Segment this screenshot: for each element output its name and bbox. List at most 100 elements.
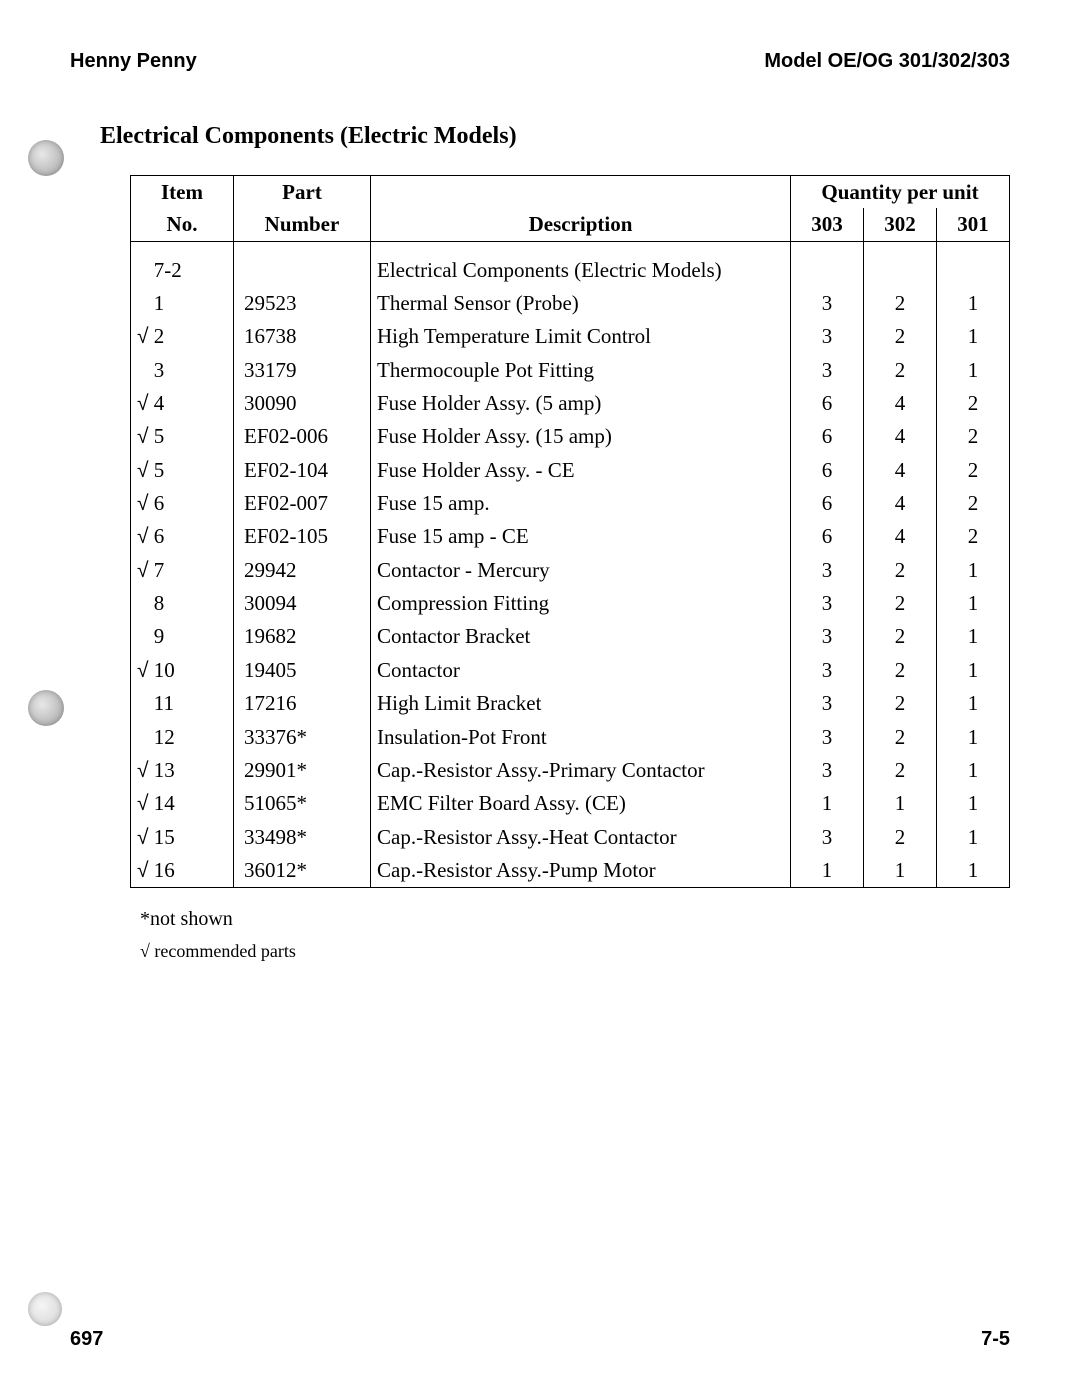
cell-qty-303: 3 bbox=[791, 654, 864, 687]
cell-description: Cap.-Resistor Assy.-Heat Contactor bbox=[371, 821, 791, 854]
cell-description: Insulation-Pot Front bbox=[371, 721, 791, 754]
col-header-303: 303 bbox=[791, 208, 864, 241]
cell-item-no: √ 9 bbox=[131, 620, 234, 653]
hole-punch-mark bbox=[28, 690, 64, 726]
cell-description: Cap.-Resistor Assy.-Pump Motor bbox=[371, 854, 791, 888]
cell-description: Thermal Sensor (Probe) bbox=[371, 287, 791, 320]
cell-item-no: √ 8 bbox=[131, 587, 234, 620]
cell-part-number: EF02-105 bbox=[234, 520, 371, 553]
cell-part-number bbox=[234, 254, 371, 287]
table-row: √ 216738High Temperature Limit Control32… bbox=[131, 320, 1010, 353]
cell-qty-302: 4 bbox=[864, 387, 937, 420]
cell-description: High Temperature Limit Control bbox=[371, 320, 791, 353]
cell-qty-301: 2 bbox=[937, 520, 1010, 553]
cell-part-number: 36012* bbox=[234, 854, 371, 888]
cell-qty-302: 4 bbox=[864, 454, 937, 487]
cell-qty-303: 3 bbox=[791, 821, 864, 854]
cell-qty-303: 6 bbox=[791, 487, 864, 520]
hole-punch-mark bbox=[28, 140, 64, 176]
cell-item-no: √ 2 bbox=[131, 320, 234, 353]
cell-qty-303: 3 bbox=[791, 687, 864, 720]
cell-item-no: √ 6 bbox=[131, 487, 234, 520]
cell-part-number: 29942 bbox=[234, 554, 371, 587]
col-header-qty-span: Quantity per unit bbox=[791, 176, 1010, 209]
cell-item-no: √ 13 bbox=[131, 754, 234, 787]
cell-qty-301: 1 bbox=[937, 354, 1010, 387]
cell-item-no: √ 7-2 bbox=[131, 254, 234, 287]
cell-description: Thermocouple Pot Fitting bbox=[371, 354, 791, 387]
cell-qty-301: 2 bbox=[937, 487, 1010, 520]
table-row: √ 129523Thermal Sensor (Probe)321 bbox=[131, 287, 1010, 320]
cell-part-number: 33498* bbox=[234, 821, 371, 854]
cell-qty-301: 2 bbox=[937, 420, 1010, 453]
parts-table: Item Part Quantity per unit No. Number D… bbox=[130, 175, 1010, 888]
cell-qty-303 bbox=[791, 254, 864, 287]
table-row: √ 7-2Electrical Components (Electric Mod… bbox=[131, 254, 1010, 287]
cell-description: Contactor bbox=[371, 654, 791, 687]
cell-qty-303: 3 bbox=[791, 587, 864, 620]
cell-description: Fuse Holder Assy. - CE bbox=[371, 454, 791, 487]
cell-part-number: 19405 bbox=[234, 654, 371, 687]
cell-qty-302: 1 bbox=[864, 854, 937, 888]
cell-qty-302: 2 bbox=[864, 754, 937, 787]
table-row: √ 1451065*EMC Filter Board Assy. (CE)111 bbox=[131, 787, 1010, 820]
col-header-301: 301 bbox=[937, 208, 1010, 241]
cell-qty-301: 1 bbox=[937, 854, 1010, 888]
col-header-desc-blank bbox=[371, 176, 791, 209]
cell-qty-303: 3 bbox=[791, 754, 864, 787]
table-row: √ 729942Contactor - Mercury321 bbox=[131, 554, 1010, 587]
cell-qty-301: 1 bbox=[937, 721, 1010, 754]
cell-item-no: √ 10 bbox=[131, 654, 234, 687]
cell-item-no: √ 16 bbox=[131, 854, 234, 888]
cell-description: EMC Filter Board Assy. (CE) bbox=[371, 787, 791, 820]
table-row: √ 919682Contactor Bracket321 bbox=[131, 620, 1010, 653]
cell-description: Fuse 15 amp - CE bbox=[371, 520, 791, 553]
cell-item-no: √ 1 bbox=[131, 287, 234, 320]
cell-description: Fuse 15 amp. bbox=[371, 487, 791, 520]
cell-qty-302: 2 bbox=[864, 287, 937, 320]
page: Henny Penny Model OE/OG 301/302/303 Elec… bbox=[0, 0, 1080, 1396]
footnotes: *not shown √ recommended parts bbox=[140, 908, 1010, 962]
cell-description: Compression Fitting bbox=[371, 587, 791, 620]
cell-description: Contactor - Mercury bbox=[371, 554, 791, 587]
page-header: Henny Penny Model OE/OG 301/302/303 bbox=[70, 50, 1010, 73]
table-row: √ 333179Thermocouple Pot Fitting321 bbox=[131, 354, 1010, 387]
cell-qty-303: 6 bbox=[791, 420, 864, 453]
cell-qty-301: 2 bbox=[937, 454, 1010, 487]
cell-qty-301: 1 bbox=[937, 620, 1010, 653]
col-header-item: Item bbox=[131, 176, 234, 209]
cell-qty-301: 1 bbox=[937, 287, 1010, 320]
table-row: √ 1329901*Cap.-Resistor Assy.-Primary Co… bbox=[131, 754, 1010, 787]
cell-qty-301: 1 bbox=[937, 654, 1010, 687]
cell-part-number: EF02-007 bbox=[234, 487, 371, 520]
cell-part-number: EF02-006 bbox=[234, 420, 371, 453]
footer-right: 7-5 bbox=[981, 1328, 1010, 1351]
cell-qty-303: 1 bbox=[791, 787, 864, 820]
cell-description: Fuse Holder Assy. (15 amp) bbox=[371, 420, 791, 453]
cell-qty-303: 3 bbox=[791, 320, 864, 353]
cell-part-number: 29901* bbox=[234, 754, 371, 787]
cell-qty-301: 1 bbox=[937, 787, 1010, 820]
cell-part-number: 33376* bbox=[234, 721, 371, 754]
cell-qty-303: 6 bbox=[791, 454, 864, 487]
cell-item-no: √ 5 bbox=[131, 454, 234, 487]
col-header-part: Part bbox=[234, 176, 371, 209]
cell-part-number: 19682 bbox=[234, 620, 371, 653]
cell-qty-302: 2 bbox=[864, 554, 937, 587]
cell-qty-301: 1 bbox=[937, 821, 1010, 854]
table-row: √ 430090Fuse Holder Assy. (5 amp)642 bbox=[131, 387, 1010, 420]
cell-description: Cap.-Resistor Assy.-Primary Contactor bbox=[371, 754, 791, 787]
footnote-not-shown: *not shown bbox=[140, 908, 1010, 931]
cell-qty-302 bbox=[864, 254, 937, 287]
table-row: √ 6EF02-007Fuse 15 amp.642 bbox=[131, 487, 1010, 520]
cell-qty-302: 2 bbox=[864, 687, 937, 720]
cell-item-no: √ 15 bbox=[131, 821, 234, 854]
cell-description: Fuse Holder Assy. (5 amp) bbox=[371, 387, 791, 420]
cell-part-number: 30094 bbox=[234, 587, 371, 620]
page-footer: 697 7-5 bbox=[70, 1328, 1010, 1351]
cell-qty-303: 1 bbox=[791, 854, 864, 888]
cell-qty-303: 6 bbox=[791, 520, 864, 553]
table-row: √ 1117216High Limit Bracket321 bbox=[131, 687, 1010, 720]
table-row: √ 1019405Contactor321 bbox=[131, 654, 1010, 687]
section-title: Electrical Components (Electric Models) bbox=[100, 123, 1010, 150]
